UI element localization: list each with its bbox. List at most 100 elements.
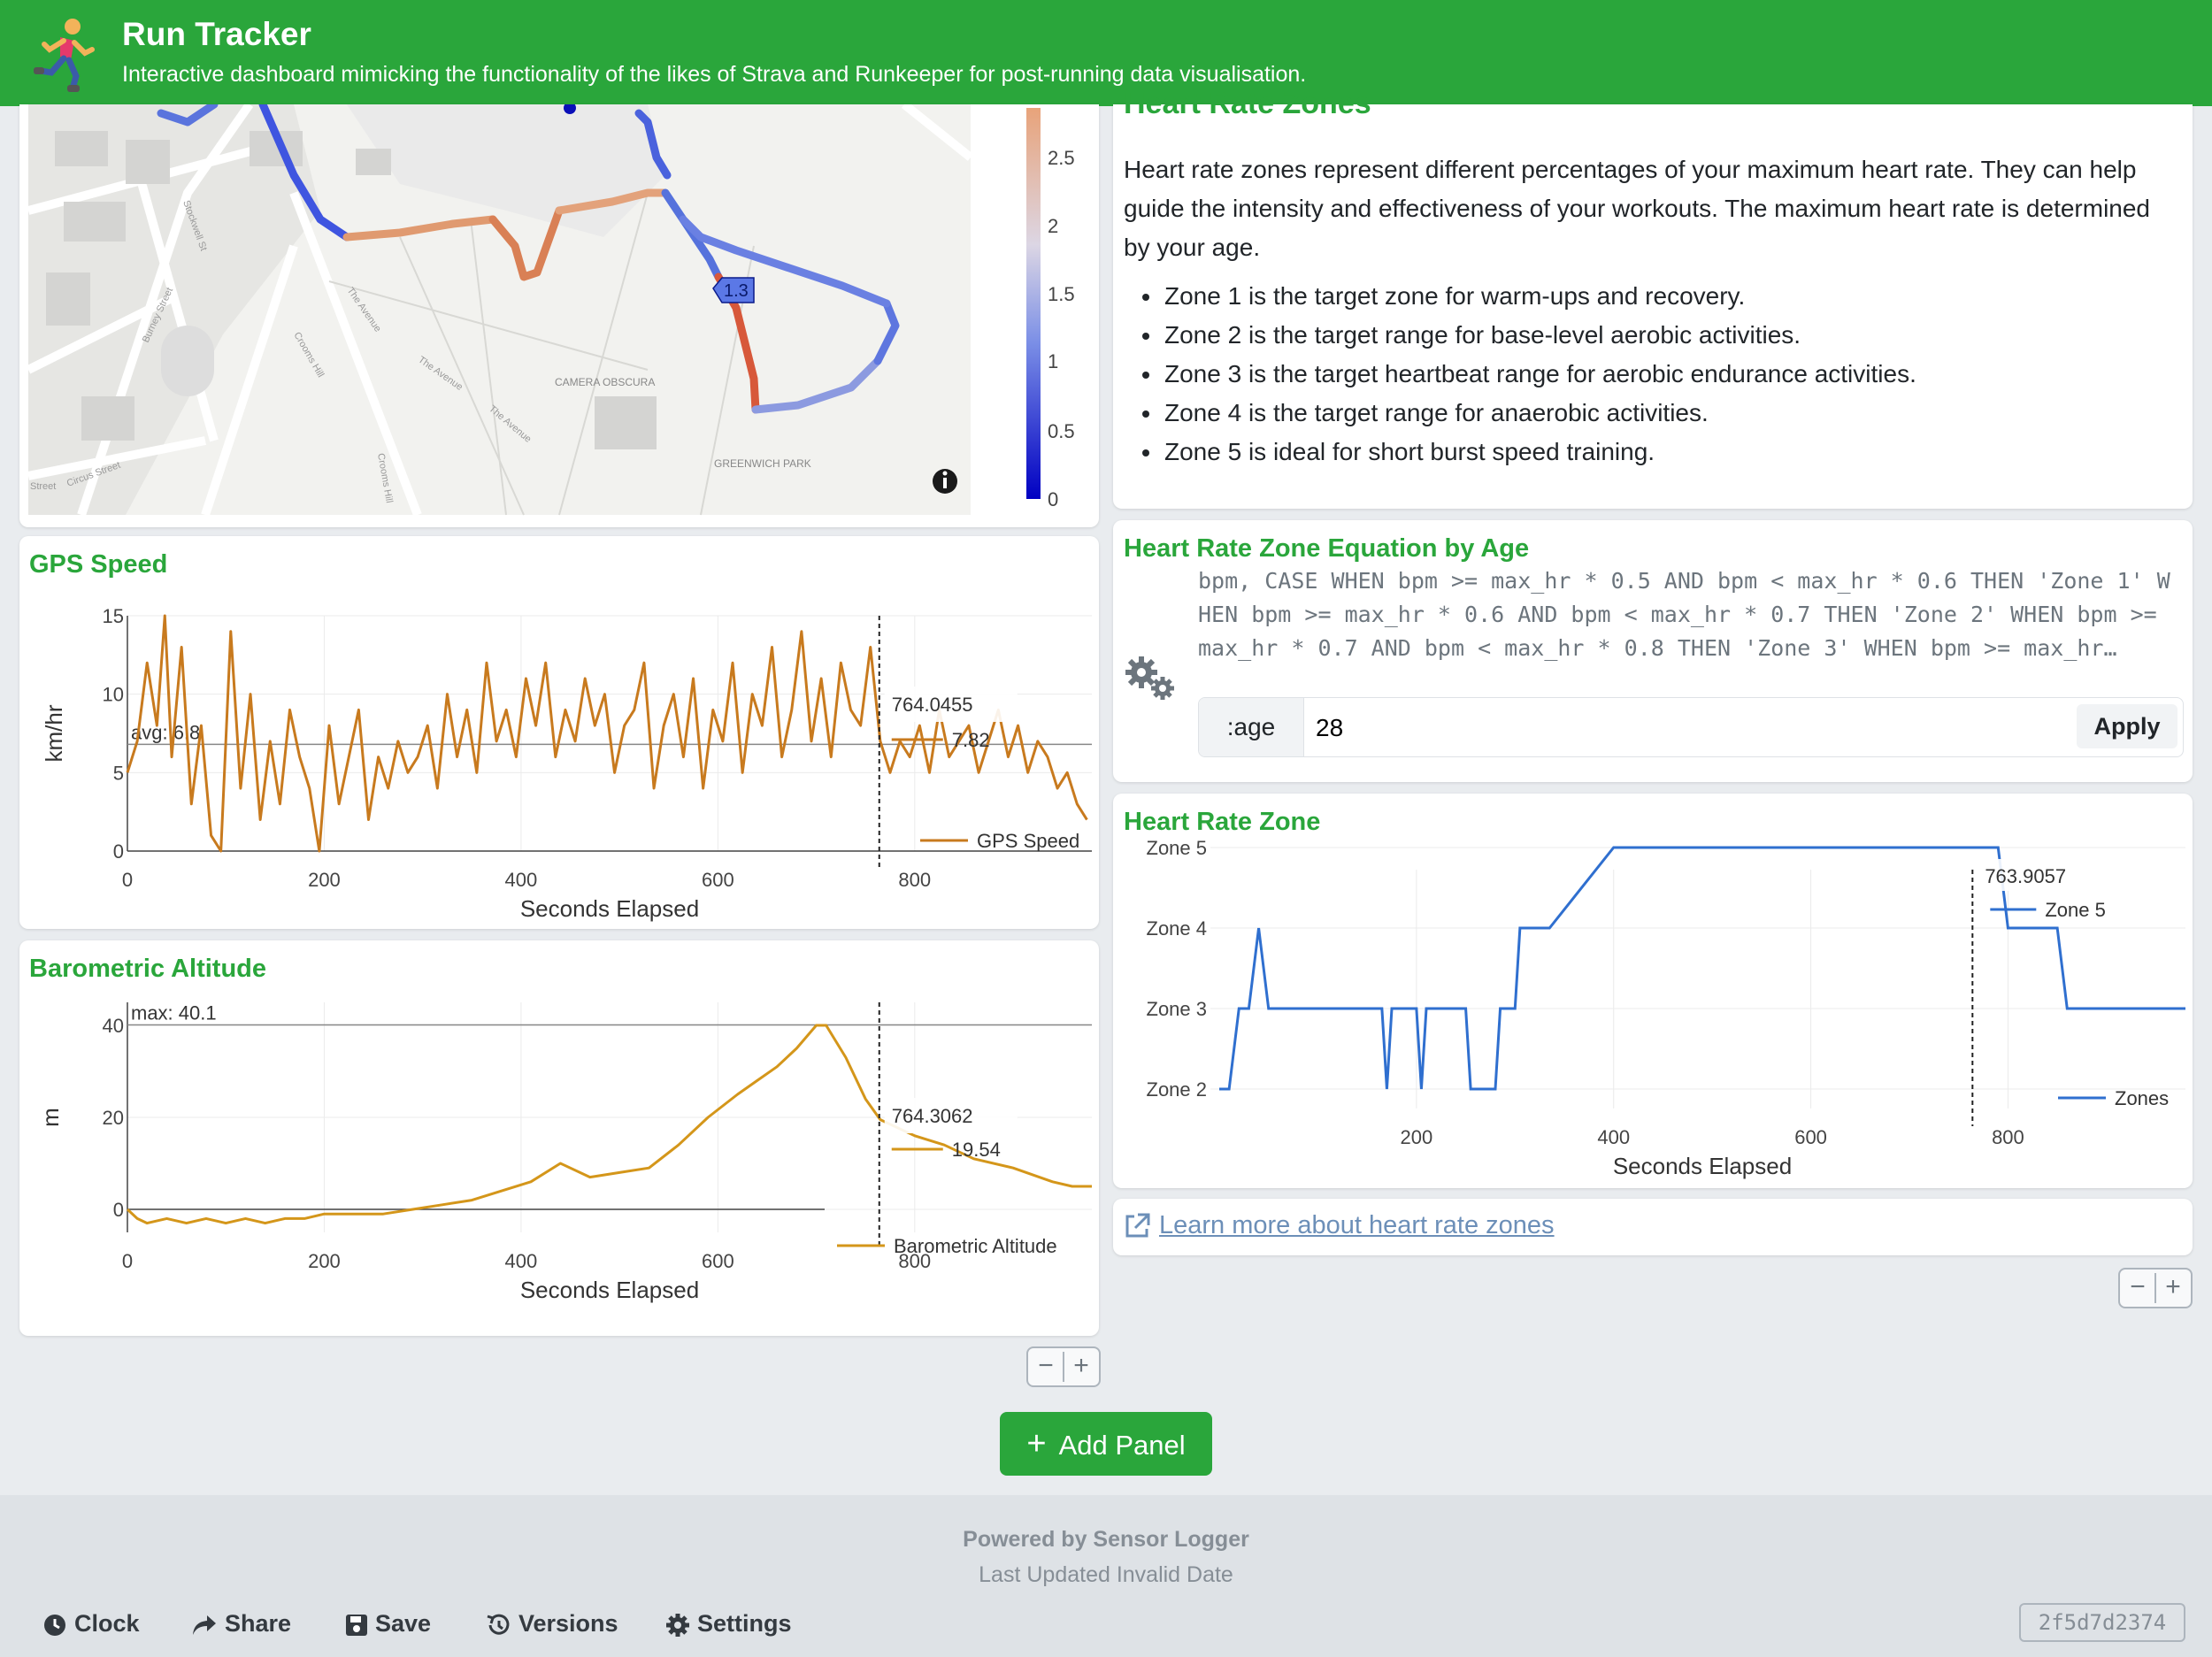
zoom-out-button[interactable]: − xyxy=(2130,1272,2146,1301)
route-path[interactable] xyxy=(157,104,900,414)
age-input[interactable] xyxy=(1314,705,2025,751)
map-label-greenwich-park: GREENWICH PARK xyxy=(714,457,811,470)
legend-label: Zones xyxy=(2115,1087,2169,1109)
hr-equation-code: bpm, CASE WHEN bpm >= max_hr * 0.5 AND b… xyxy=(1198,568,2170,661)
y-tick-label: Zone 5 xyxy=(1147,837,1208,859)
learn-more-panel: Learn more about heart rate zones xyxy=(1113,1199,2193,1255)
hr-zones-intro: Heart rate zones represent different per… xyxy=(1124,156,2151,261)
hover-y-label: 7.82 xyxy=(952,729,990,751)
learn-more-link[interactable]: Learn more about heart rate zones xyxy=(1159,1211,1555,1239)
y-tick-label: 0 xyxy=(113,840,124,863)
route-map-panel: CAMERA OBSCURA GREENWICH PARK The Avenue… xyxy=(19,104,1099,527)
zoom-in-button[interactable]: + xyxy=(1073,1351,1089,1380)
y-tick-label: 0 xyxy=(113,1199,124,1221)
hover-box xyxy=(884,687,1018,722)
zoom-out-button[interactable]: − xyxy=(1038,1351,1054,1380)
x-tick-label: 400 xyxy=(505,1250,538,1272)
hover-y-label: Zone 5 xyxy=(2045,899,2106,921)
powered-by-text: Powered by Sensor Logger xyxy=(963,1527,1249,1552)
x-tick-label: 0 xyxy=(122,1250,133,1272)
save-button[interactable]: Save xyxy=(345,1610,431,1638)
external-link-icon xyxy=(1125,1213,1150,1238)
svg-text:1.5: 1.5 xyxy=(1048,283,1075,305)
hr-equation-title: Heart Rate Zone Equation by Age xyxy=(1124,534,1530,563)
zoom-control-right: − + xyxy=(2118,1268,2193,1308)
x-axis-title: Seconds Elapsed xyxy=(520,1277,699,1303)
colorbar-ticks: 2.5 2 1.5 1 0.5 0 xyxy=(1048,147,1075,510)
gear-icon xyxy=(666,1613,689,1637)
gps-speed-panel: GPS Speed 0 200 400 600 800 0 5 10 15 avg: 6.8 764… xyxy=(19,536,1099,929)
svg-text:1.3: 1.3 xyxy=(724,281,749,301)
series-line xyxy=(126,614,1088,853)
hover-y-label: 19.54 xyxy=(952,1139,1001,1161)
add-panel-button[interactable]: + Add Panel xyxy=(1000,1412,1212,1476)
clock-icon xyxy=(44,1614,65,1636)
age-input-group: :age Apply xyxy=(1198,697,2184,757)
reference-label: avg: 6.8 xyxy=(131,721,200,743)
legend-label: GPS Speed xyxy=(977,830,1079,852)
x-tick-label: 200 xyxy=(308,1250,341,1272)
map-label-street: Street xyxy=(30,481,56,492)
speed-colorbar xyxy=(1026,108,1041,499)
hover-box xyxy=(884,1098,1018,1133)
settings-button[interactable]: Settings xyxy=(665,1610,792,1638)
x-tick-label: 0 xyxy=(122,869,133,891)
hr-zone-panel: Heart Rate Zone 200 400 600 800 Zone 2 Zone 3… xyxy=(1113,794,2193,1188)
zoom-in-button[interactable]: + xyxy=(2165,1272,2181,1301)
gears-icon[interactable] xyxy=(1122,653,1179,702)
y-tick-label: 15 xyxy=(103,605,124,627)
x-tick-label: 400 xyxy=(505,869,538,891)
altitude-panel: Barometric Altitude 0 200 400 600 800 0 20 40 ma… xyxy=(19,940,1099,1336)
svg-text:0: 0 xyxy=(1048,488,1058,510)
add-panel-label: Add Panel xyxy=(1058,1430,1186,1461)
hover-x-label: 763.9057 xyxy=(1985,865,2066,887)
list-item: Zone 3 is the target heartbeat range for… xyxy=(1163,355,1916,394)
apply-button[interactable]: Apply xyxy=(2077,704,2177,748)
last-updated-text: Last Updated Invalid Date xyxy=(979,1562,1233,1587)
svg-text:2: 2 xyxy=(1048,215,1058,237)
runner-icon xyxy=(34,19,95,92)
hr-equation-panel: Heart Rate Zone Equation by Age bpm, CAS… xyxy=(1113,520,2193,782)
legend-label: Barometric Altitude xyxy=(894,1235,1057,1257)
share-icon xyxy=(193,1615,216,1635)
y-tick-label: Zone 3 xyxy=(1147,998,1208,1020)
svg-text:2.5: 2.5 xyxy=(1048,147,1075,169)
x-tick-label: 200 xyxy=(1400,1126,1432,1148)
y-tick-label: 20 xyxy=(103,1107,124,1129)
version-badge: 2f5d7d2374 xyxy=(2019,1603,2185,1642)
plus-icon: + xyxy=(1026,1425,1047,1462)
gps-speed-title: GPS Speed xyxy=(29,550,168,579)
versions-button[interactable]: Versions xyxy=(485,1610,618,1638)
list-item: Zone 2 is the target range for base-leve… xyxy=(1163,316,1916,355)
y-tick-label: Zone 2 xyxy=(1147,1078,1208,1101)
hr-zone-title: Heart Rate Zone xyxy=(1124,808,1321,836)
clock-button[interactable]: Clock xyxy=(42,1610,140,1638)
x-tick-label: 800 xyxy=(898,1250,931,1272)
list-item: Zone 5 is ideal for short burst speed tr… xyxy=(1163,433,1916,472)
history-icon xyxy=(487,1614,510,1635)
save-icon xyxy=(346,1614,367,1636)
x-tick-label: 600 xyxy=(702,869,734,891)
series-line xyxy=(126,1024,1092,1225)
hover-box xyxy=(1978,859,2111,891)
info-icon[interactable] xyxy=(933,469,957,494)
x-tick-label: 600 xyxy=(702,1250,734,1272)
hover-x-label: 764.0455 xyxy=(892,694,973,716)
y-tick-label: 5 xyxy=(113,762,124,784)
svg-text:0.5: 0.5 xyxy=(1048,420,1075,442)
hr-zones-list: Zone 1 is the target zone for warm-ups a… xyxy=(1124,277,1916,472)
app-header: Run Tracker Interactive dashboard mimick… xyxy=(0,0,2212,106)
x-tick-label: 400 xyxy=(1597,1126,1630,1148)
share-button[interactable]: Share xyxy=(191,1610,291,1638)
map-hover-tooltip: 1.3 xyxy=(712,277,755,303)
x-tick-label: 200 xyxy=(308,869,341,891)
route-map[interactable]: CAMERA OBSCURA GREENWICH PARK The Avenue… xyxy=(28,104,1099,518)
zoom-control-left: − + xyxy=(1026,1346,1101,1387)
app-subtitle: Interactive dashboard mimicking the func… xyxy=(122,62,1307,87)
hr-zone-chart[interactable]: 200 400 600 800 Zone 2 Zone 3 Zone 4 Zone 5 763.… xyxy=(1113,794,2193,1188)
y-tick-label: Zone 4 xyxy=(1147,917,1208,940)
x-tick-label: 800 xyxy=(898,869,931,891)
altitude-chart[interactable]: 0 200 400 600 800 0 20 40 max: 40.1 764.3062 19.54… xyxy=(19,940,1099,1336)
footer: Powered by Sensor Logger Last Updated In… xyxy=(0,1495,2212,1657)
